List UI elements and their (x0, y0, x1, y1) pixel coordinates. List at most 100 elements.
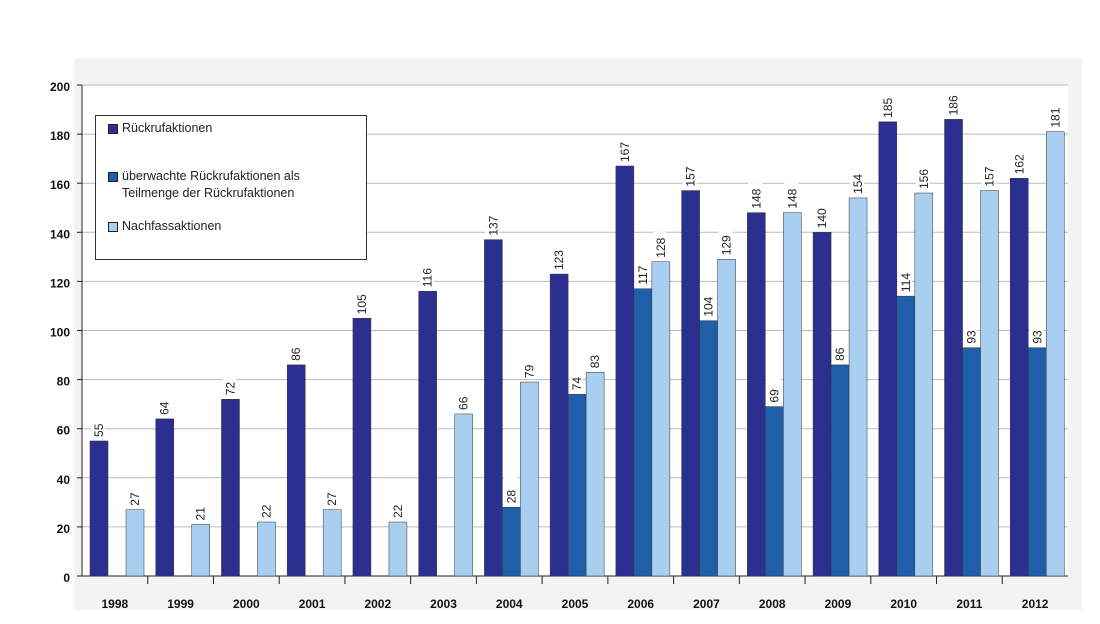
value-label-bg (879, 91, 894, 118)
legend: Rückrufaktionen überwachte Rückrufaktione… (95, 115, 367, 260)
value-label-bg (945, 89, 960, 116)
x-tick-label: 2004 (496, 597, 523, 611)
bar (1046, 131, 1065, 577)
x-tick-label: 2010 (890, 597, 917, 611)
y-tick-label: 140 (50, 227, 70, 241)
value-label: 72 (223, 382, 237, 396)
value-label: 154 (851, 174, 865, 194)
value-label-bg (353, 288, 368, 315)
legend-item: Rückrufaktionen (108, 120, 360, 137)
value-label-bg (91, 410, 105, 437)
value-label: 167 (618, 142, 632, 162)
bar (286, 364, 306, 577)
value-label-bg (784, 182, 799, 209)
bar (765, 406, 784, 577)
y-tick-label: 180 (50, 129, 70, 143)
bar (848, 197, 868, 577)
value-label-bg (324, 479, 339, 506)
bar (878, 121, 898, 577)
value-label-bg (1011, 148, 1026, 175)
y-tick-label: 80 (57, 375, 71, 389)
x-tick-label: 2000 (233, 597, 260, 611)
value-label: 129 (720, 235, 734, 255)
value-label-bg (551, 244, 566, 271)
legend-swatch (108, 172, 118, 182)
value-label: 21 (194, 507, 208, 521)
value-label: 148 (749, 188, 763, 208)
value-label: 140 (815, 208, 829, 228)
x-tick-label: 2001 (299, 597, 326, 611)
bar (418, 290, 437, 577)
value-label-bg (485, 209, 500, 236)
legend-swatch (108, 124, 118, 134)
legend-item: Nachfassaktionen (108, 218, 360, 235)
bar (980, 190, 999, 577)
y-tick-label: 20 (57, 522, 71, 536)
x-tick-label: 2012 (1022, 597, 1049, 611)
value-label-bg (569, 364, 584, 391)
value-label-bg (587, 342, 602, 369)
bar (615, 165, 635, 577)
bar (502, 507, 521, 577)
value-label-bg (897, 266, 912, 293)
bar (352, 317, 372, 577)
x-tick-label: 2006 (627, 597, 654, 611)
value-label: 105 (355, 294, 369, 314)
bar (944, 119, 963, 577)
bar (155, 418, 174, 577)
value-label-bg (616, 136, 631, 163)
y-tick-label: 0 (63, 571, 70, 585)
value-label-bg (718, 229, 733, 256)
bar (812, 232, 832, 577)
value-label: 83 (588, 355, 602, 369)
legend-label: überwachte Rückrufaktionen als Teilmenge… (122, 169, 300, 200)
value-label-bg (156, 388, 171, 415)
bar (747, 212, 766, 577)
x-tick-label: 2003 (430, 597, 457, 611)
bar (388, 521, 408, 577)
bar (484, 239, 503, 577)
value-label: 157 (983, 166, 997, 186)
x-tick-label: 1998 (102, 597, 129, 611)
y-tick-label: 200 (50, 80, 70, 94)
value-label: 28 (504, 490, 518, 504)
value-label: 116 (421, 268, 435, 287)
legend-swatch (108, 222, 118, 232)
value-label: 162 (1012, 154, 1026, 174)
bar (896, 295, 916, 577)
bar (830, 364, 850, 577)
bar (1010, 178, 1029, 577)
value-label: 22 (259, 504, 273, 518)
bar (585, 371, 605, 577)
value-label: 104 (702, 296, 716, 316)
x-tick-label: 2005 (562, 597, 589, 611)
value-label-bg (963, 317, 978, 344)
value-label-bg (850, 167, 865, 194)
value-label: 27 (325, 492, 339, 506)
x-tick-label: 2011 (956, 597, 982, 611)
value-label: 22 (391, 504, 405, 518)
bar (717, 259, 736, 577)
bar (454, 413, 473, 577)
value-label: 137 (486, 215, 500, 235)
value-label: 181 (1048, 107, 1062, 127)
value-label: 185 (881, 97, 895, 117)
value-label-bg (222, 369, 237, 396)
value-label: 117 (636, 265, 650, 284)
y-tick-label: 160 (50, 178, 70, 192)
value-label-bg (634, 258, 649, 285)
value-label-bg (814, 202, 829, 229)
value-label-bg (192, 494, 207, 521)
x-tick-label: 1999 (167, 597, 194, 611)
value-label-bg (258, 491, 273, 518)
value-label-bg (915, 163, 930, 190)
value-label: 156 (917, 169, 931, 189)
y-tick-label: 40 (57, 473, 71, 487)
value-label: 114 (899, 273, 913, 292)
value-label: 157 (684, 166, 698, 186)
x-tick-label: 2002 (364, 597, 391, 611)
bar (681, 190, 700, 577)
value-label: 69 (767, 389, 781, 403)
bar (89, 440, 109, 577)
value-label: 93 (1030, 330, 1044, 344)
